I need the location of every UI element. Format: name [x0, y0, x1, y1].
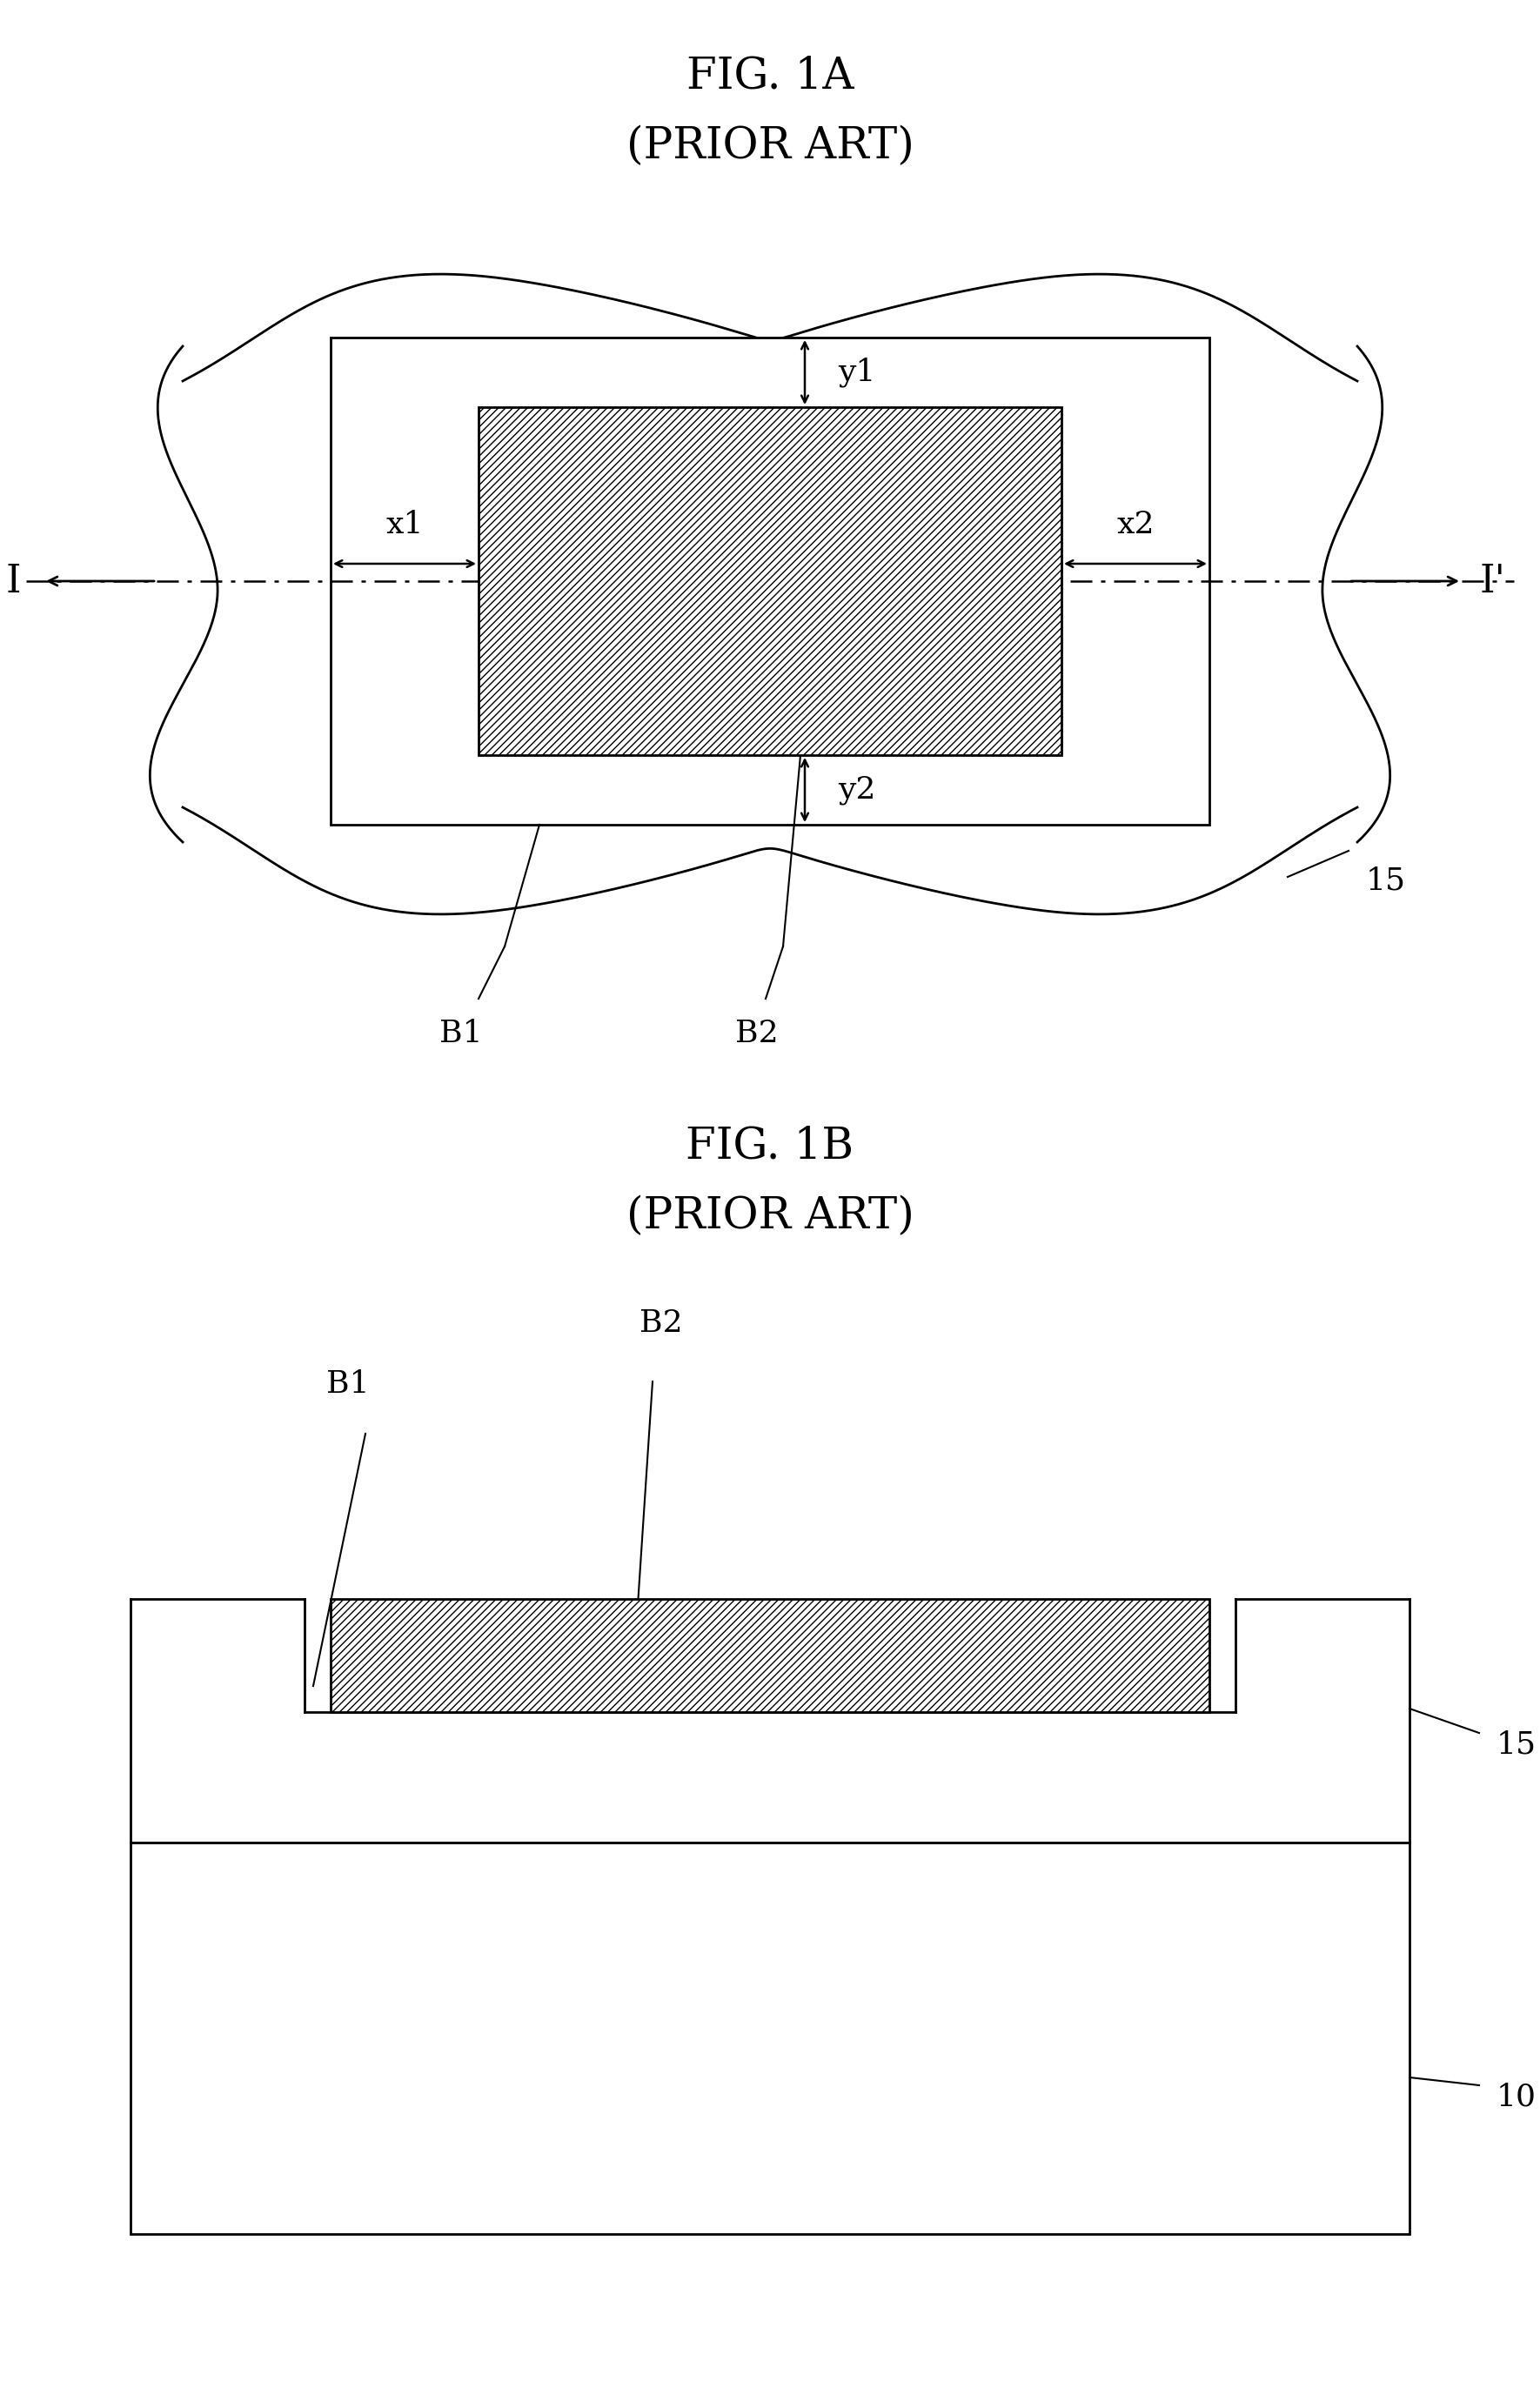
- Text: x2: x2: [1116, 510, 1155, 539]
- Text: y1: y1: [838, 356, 876, 388]
- Text: B2: B2: [639, 1308, 682, 1339]
- Text: B2: B2: [736, 1019, 779, 1047]
- Text: 15: 15: [1366, 867, 1406, 896]
- Text: 15: 15: [1497, 1731, 1537, 1760]
- Bar: [131, 1842, 1409, 2235]
- Text: y2: y2: [838, 775, 876, 804]
- Text: (PRIOR ART): (PRIOR ART): [627, 125, 913, 169]
- Text: (PRIOR ART): (PRIOR ART): [627, 1194, 913, 1238]
- Bar: [479, 407, 1061, 756]
- Text: I: I: [5, 563, 20, 600]
- Bar: [331, 1599, 1209, 1712]
- Text: FIG. 1A: FIG. 1A: [687, 55, 853, 99]
- Text: FIG. 1B: FIG. 1B: [685, 1125, 855, 1168]
- Text: 10: 10: [1497, 2083, 1537, 2112]
- Text: B1: B1: [326, 1370, 370, 1399]
- Bar: [331, 337, 1209, 824]
- Text: B1: B1: [439, 1019, 482, 1047]
- Text: I': I': [1478, 563, 1505, 600]
- Text: x1: x1: [385, 510, 424, 539]
